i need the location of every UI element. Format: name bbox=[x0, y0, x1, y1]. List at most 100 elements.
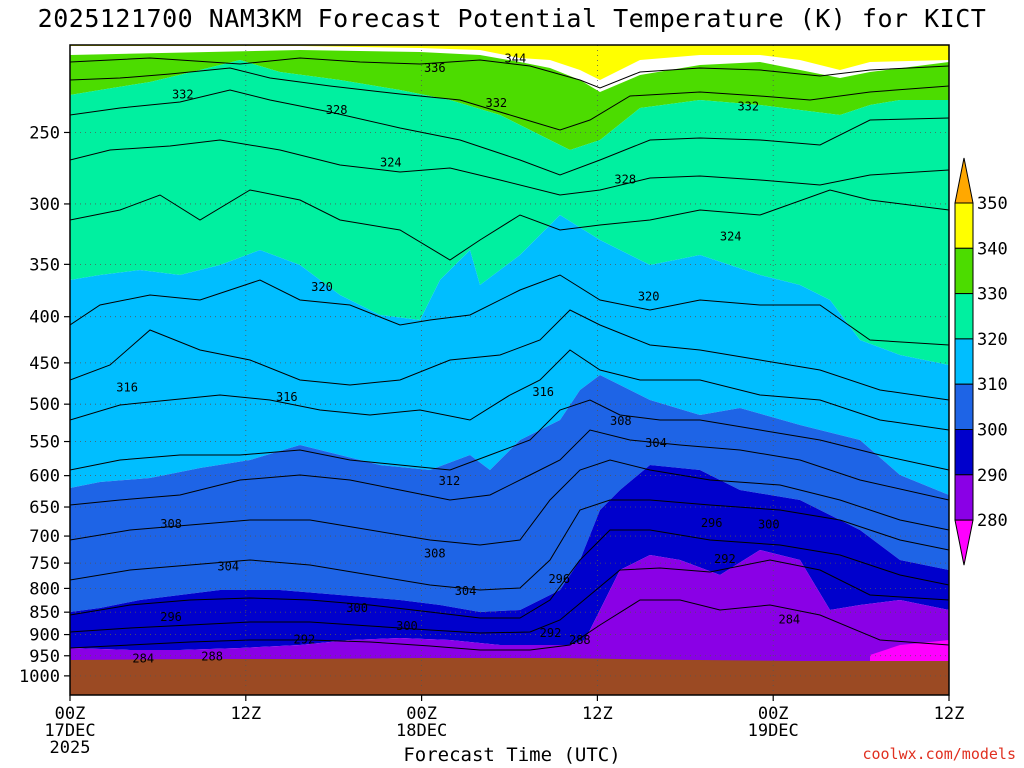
x-axis-title: Forecast Time (UTC) bbox=[403, 744, 621, 766]
colorbar-segment bbox=[954, 474, 974, 521]
colorbar-label: 310 bbox=[977, 375, 1008, 395]
contour-line bbox=[70, 399, 949, 471]
colorbar-segment bbox=[954, 293, 974, 340]
site-credit: coolwx.com/models bbox=[862, 745, 1016, 763]
contour-line bbox=[70, 57, 949, 89]
band-280-290 bbox=[70, 550, 949, 680]
contour-label: 316 bbox=[532, 385, 554, 399]
x-tick-label: 19DEC bbox=[748, 721, 799, 741]
colorbar-label: 330 bbox=[977, 285, 1008, 305]
y-tick-label: 250 bbox=[29, 123, 60, 143]
contour-labels: 344 336 332 328 332 332 324 328 324 320 320 316 316 3… bbox=[116, 51, 800, 665]
band-300-310 bbox=[70, 375, 949, 612]
contour-line bbox=[70, 429, 949, 506]
x-tick-label: 12Z bbox=[230, 704, 261, 724]
y-tick-label: 800 bbox=[29, 579, 60, 599]
ground-surface bbox=[70, 658, 949, 695]
contour-line bbox=[70, 189, 949, 261]
grid-lines bbox=[70, 45, 949, 695]
band-340-350 bbox=[70, 45, 949, 80]
y-tick-label: 850 bbox=[29, 603, 60, 623]
y-axis: 250 300 350 400 450 500 550 600 650 700 750 800 850 9… bbox=[19, 123, 70, 687]
contour-line bbox=[70, 67, 949, 131]
x-tick-label: 17DEC bbox=[44, 721, 95, 741]
y-tick-label: 650 bbox=[29, 498, 60, 518]
contour-label: 308 bbox=[160, 517, 182, 531]
contour-label: 304 bbox=[217, 560, 239, 574]
contour-label: 304 bbox=[455, 584, 477, 598]
contour-label: 336 bbox=[424, 61, 446, 75]
colorbar-segment bbox=[954, 202, 974, 249]
contour-line bbox=[70, 89, 949, 176]
contour-label: 284 bbox=[132, 652, 154, 666]
colorbar-segment bbox=[954, 338, 974, 385]
contour-line bbox=[70, 529, 949, 619]
y-tick-label: 900 bbox=[29, 626, 60, 646]
contour-label: 300 bbox=[396, 619, 418, 633]
contour-label: 292 bbox=[540, 626, 562, 640]
y-tick-label: 400 bbox=[29, 308, 60, 328]
contour-label: 320 bbox=[311, 280, 333, 294]
colorbar-arrow-bottom bbox=[954, 519, 974, 566]
contour-label: 292 bbox=[714, 552, 736, 566]
contour-label: 296 bbox=[701, 516, 723, 530]
colorbar-label: 320 bbox=[977, 330, 1008, 350]
band-310-320 bbox=[70, 215, 949, 495]
plot-frame bbox=[69, 44, 950, 696]
contour-label: 308 bbox=[610, 414, 632, 428]
contour-line bbox=[70, 309, 949, 401]
y-tick-label: 350 bbox=[29, 255, 60, 275]
contour-line bbox=[70, 274, 949, 346]
colorbar-segment bbox=[954, 383, 974, 431]
x-tick-label: 12Z bbox=[934, 704, 965, 724]
contour-label: 328 bbox=[326, 103, 348, 117]
plot-area bbox=[70, 45, 949, 695]
contour-label: 316 bbox=[116, 380, 138, 394]
contour-label: 288 bbox=[201, 650, 223, 664]
colorbar-label: 300 bbox=[977, 421, 1008, 441]
band-below-280 bbox=[870, 640, 949, 665]
y-tick-label: 700 bbox=[29, 527, 60, 547]
contour-label: 344 bbox=[505, 51, 527, 65]
y-tick-label: 550 bbox=[29, 433, 60, 453]
contour-lines bbox=[70, 57, 949, 651]
contour-label: 312 bbox=[439, 474, 461, 488]
contour-line bbox=[70, 349, 949, 431]
contour-label: 308 bbox=[424, 547, 446, 561]
contour-line bbox=[70, 559, 949, 634]
contour-label: 324 bbox=[720, 230, 742, 244]
colorbar-label: 290 bbox=[977, 466, 1008, 486]
colorbar-segment bbox=[954, 429, 974, 476]
contour-line bbox=[70, 499, 949, 591]
y-tick-label: 600 bbox=[29, 467, 60, 487]
band-320-330 bbox=[70, 60, 949, 365]
colorbar-segment bbox=[954, 247, 974, 295]
contour-label: 304 bbox=[645, 436, 667, 450]
y-tick-label: 500 bbox=[29, 395, 60, 415]
contour-label: 320 bbox=[638, 290, 660, 304]
contour-label: 324 bbox=[380, 156, 402, 170]
contour-label: 296 bbox=[548, 572, 570, 586]
y-tick-label: 450 bbox=[29, 354, 60, 374]
x-tick-label: 00Z bbox=[758, 704, 789, 724]
colorbar-label: 340 bbox=[977, 239, 1008, 259]
contour-label: 296 bbox=[160, 610, 182, 624]
contour-label: 300 bbox=[758, 518, 780, 532]
contour-label: 292 bbox=[294, 632, 316, 646]
contour-label: 284 bbox=[778, 612, 800, 626]
y-tick-label: 1000 bbox=[19, 667, 60, 687]
contour-label: 328 bbox=[614, 173, 636, 187]
x-tick-label: 00Z bbox=[406, 704, 437, 724]
y-tick-label: 950 bbox=[29, 647, 60, 667]
contour-label: 332 bbox=[172, 88, 194, 102]
band-290-300 bbox=[70, 465, 949, 650]
x-tick-label: 18DEC bbox=[396, 721, 447, 741]
contour-label: 288 bbox=[569, 633, 591, 647]
contour-line bbox=[70, 599, 949, 651]
colorbar-arrow-top bbox=[954, 157, 974, 204]
contour-label: 300 bbox=[346, 601, 368, 615]
contour-label: 332 bbox=[485, 96, 507, 110]
y-tick-label: 300 bbox=[29, 195, 60, 215]
